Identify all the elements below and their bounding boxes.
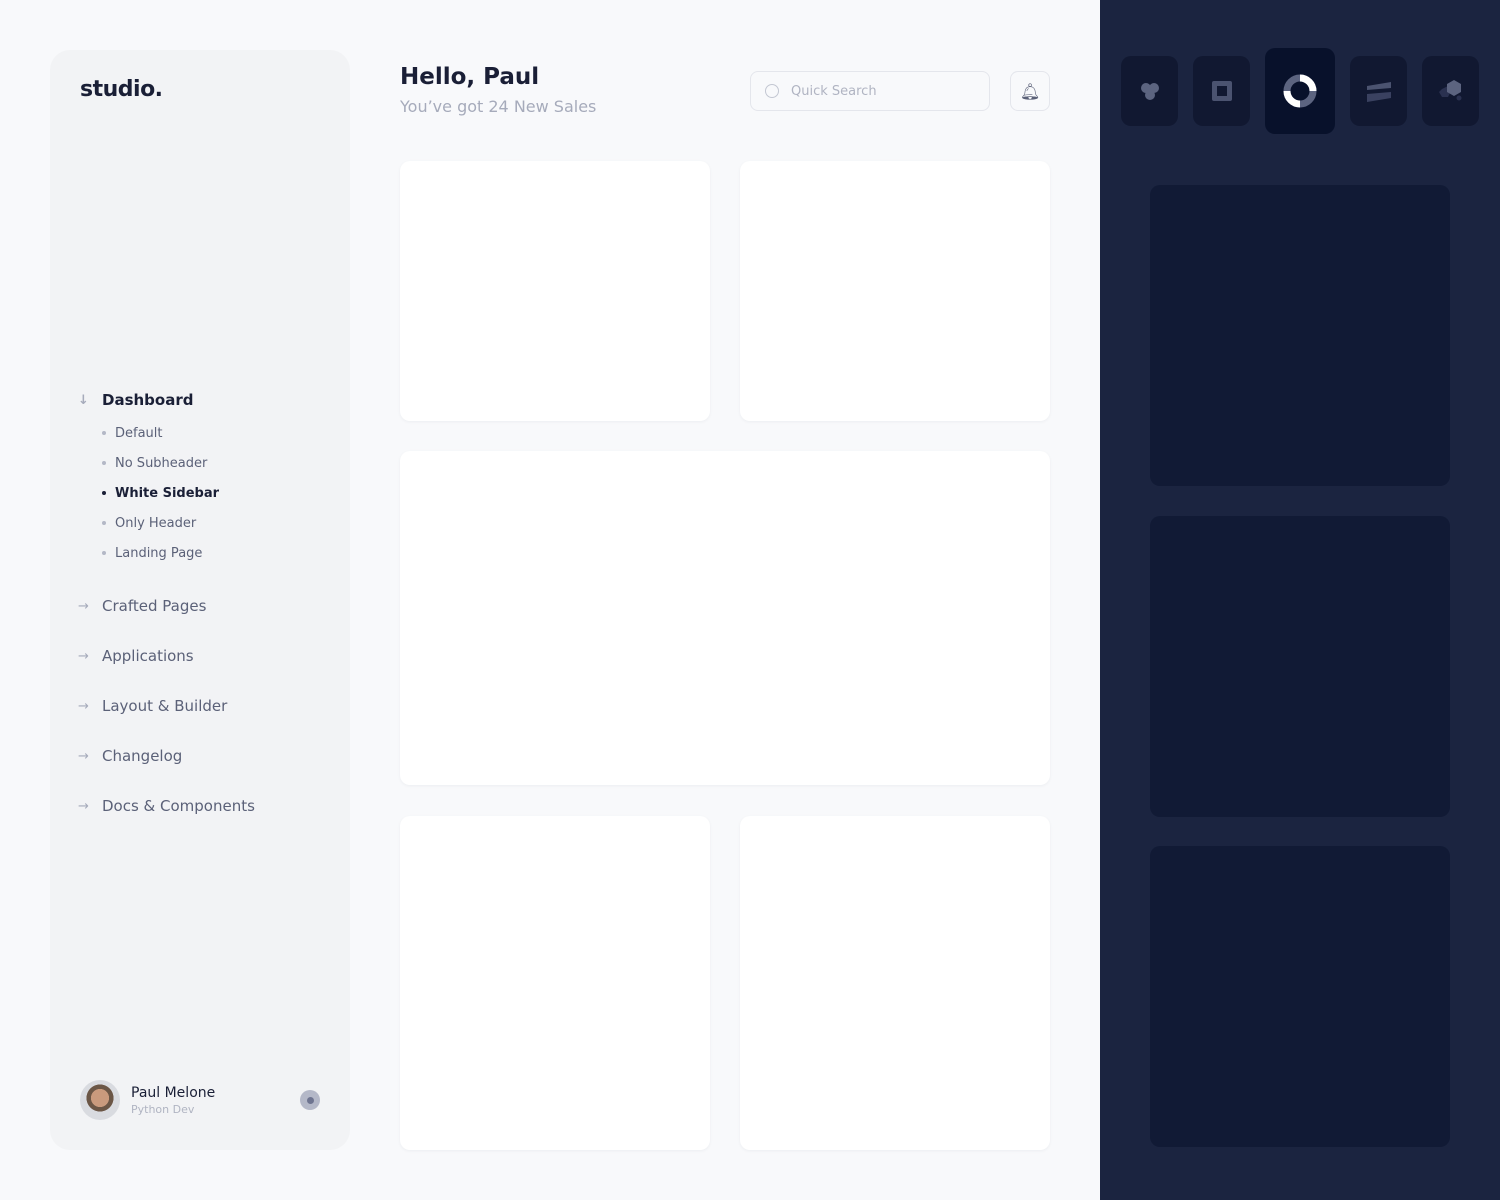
card-wide bbox=[400, 451, 1050, 785]
dashboard-submenu: Default No Subheader White Sidebar Only … bbox=[78, 418, 338, 568]
tile-flower[interactable] bbox=[1121, 56, 1178, 126]
panel-card-2 bbox=[1150, 516, 1450, 817]
sidebar-item-dashboard[interactable]: ↓ Dashboard bbox=[78, 388, 338, 412]
right-panel bbox=[1100, 0, 1500, 1200]
bullet-icon bbox=[102, 521, 106, 525]
submenu-label: Only Header bbox=[115, 515, 197, 531]
sidebar-item-docs-components[interactable]: → Docs & Components bbox=[78, 794, 338, 818]
sidebar-nav: ↓ Dashboard Default No Subheader White S… bbox=[78, 388, 338, 844]
sidebar-item-crafted-pages[interactable]: → Crafted Pages bbox=[78, 594, 338, 618]
bullet-icon bbox=[102, 431, 106, 435]
tile-hexagon[interactable] bbox=[1422, 56, 1479, 126]
page-title: Hello, Paul bbox=[400, 64, 540, 90]
user-role: Python Dev bbox=[131, 1102, 195, 1116]
logo[interactable]: studio. bbox=[80, 77, 163, 102]
submenu-label: Default bbox=[115, 425, 163, 441]
submenu-item-landing-page[interactable]: Landing Page bbox=[102, 538, 338, 568]
search-icon bbox=[765, 84, 779, 98]
submenu-label: White Sidebar bbox=[115, 485, 220, 501]
bullet-icon bbox=[102, 491, 106, 495]
search-input[interactable] bbox=[791, 83, 971, 99]
search-box[interactable] bbox=[750, 71, 990, 111]
arrow-down-icon: ↓ bbox=[78, 392, 89, 408]
bell-icon: 🔔︎ bbox=[1019, 81, 1041, 101]
page-subtitle: You’ve got 24 New Sales bbox=[400, 97, 597, 116]
sidebar: studio. ↓ Dashboard Default No Subheader… bbox=[50, 50, 350, 1150]
tile-ring[interactable] bbox=[1265, 48, 1335, 134]
flower-logo-icon bbox=[1140, 83, 1159, 100]
gear-icon[interactable] bbox=[300, 1090, 320, 1110]
sidebar-item-label: Dashboard bbox=[102, 391, 194, 409]
card-top-right bbox=[740, 161, 1050, 421]
arrow-right-icon: → bbox=[78, 698, 89, 714]
submenu-item-white-sidebar[interactable]: White Sidebar bbox=[102, 478, 338, 508]
sidebar-item-label: Crafted Pages bbox=[102, 597, 207, 615]
avatar[interactable] bbox=[80, 1080, 120, 1120]
sidebar-item-applications[interactable]: → Applications bbox=[78, 644, 338, 668]
sidebar-item-label: Changelog bbox=[102, 747, 183, 765]
user-name: Paul Melone bbox=[131, 1084, 216, 1101]
submenu-item-only-header[interactable]: Only Header bbox=[102, 508, 338, 538]
stripes-logo-icon bbox=[1366, 82, 1391, 102]
square-logo-icon bbox=[1211, 81, 1232, 101]
arrow-right-icon: → bbox=[78, 648, 89, 664]
arrow-right-icon: → bbox=[78, 748, 89, 764]
submenu-label: No Subheader bbox=[115, 455, 208, 471]
sidebar-item-label: Layout & Builder bbox=[102, 697, 228, 715]
sidebar-item-label: Docs & Components bbox=[102, 797, 255, 815]
ring-logo-icon bbox=[1283, 74, 1317, 108]
card-top-left bbox=[400, 161, 710, 421]
sidebar-item-layout-builder[interactable]: → Layout & Builder bbox=[78, 694, 338, 718]
panel-card-1 bbox=[1150, 185, 1450, 486]
sidebar-item-changelog[interactable]: → Changelog bbox=[78, 744, 338, 768]
submenu-item-no-subheader[interactable]: No Subheader bbox=[102, 448, 338, 478]
arrow-right-icon: → bbox=[78, 598, 89, 614]
bullet-icon bbox=[102, 551, 106, 555]
submenu-label: Landing Page bbox=[115, 545, 203, 561]
panel-card-3 bbox=[1150, 846, 1450, 1147]
notifications-button[interactable]: 🔔︎ bbox=[1010, 71, 1050, 111]
arrow-right-icon: → bbox=[78, 798, 89, 814]
card-bottom-right bbox=[740, 816, 1050, 1150]
bullet-icon bbox=[102, 461, 106, 465]
submenu-item-default[interactable]: Default bbox=[102, 418, 338, 448]
card-bottom-left bbox=[400, 816, 710, 1150]
user-profile[interactable]: Paul Melone Python Dev bbox=[80, 1080, 320, 1120]
tile-stripes[interactable] bbox=[1350, 56, 1407, 126]
hexagon-logo-icon bbox=[1438, 80, 1461, 101]
sidebar-item-label: Applications bbox=[102, 647, 194, 665]
tile-square[interactable] bbox=[1193, 56, 1250, 126]
